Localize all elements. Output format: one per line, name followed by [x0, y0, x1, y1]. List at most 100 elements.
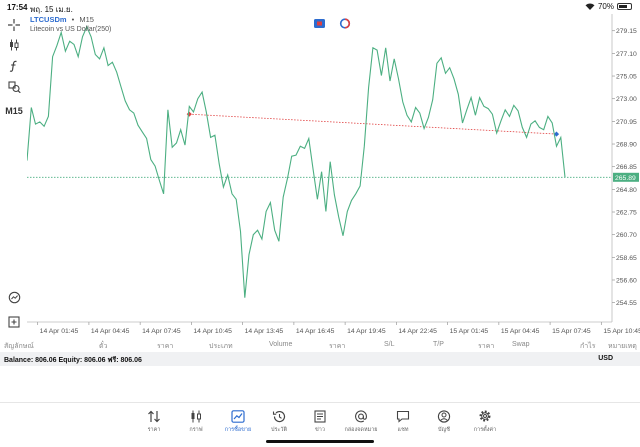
- nav-mailbox[interactable]: กล่องจดหมาย: [341, 409, 381, 434]
- x-tick-label: 15 Apr 10:45: [603, 328, 640, 335]
- chart-grid: [27, 14, 613, 323]
- y-tick-label: 279.15: [616, 28, 637, 35]
- add-icon[interactable]: [4, 313, 24, 331]
- svg-text:LTCUSDm • M15: LTCUSDm • M15: [30, 15, 94, 24]
- y-axis: 279.15 277.10 275.05 273.00 270.95 268.90 266.…: [612, 28, 637, 307]
- y-tick-label: 258.65: [616, 255, 637, 262]
- balance-currency: USD: [598, 355, 613, 362]
- status-right: 70%: [585, 2, 632, 11]
- zoom-icon[interactable]: [4, 288, 24, 306]
- current-price-bg: [613, 172, 639, 182]
- nav-label: กล่องจดหมาย: [344, 427, 378, 433]
- y-tick-label: 268.90: [616, 142, 637, 149]
- nav-chat[interactable]: แชท: [383, 409, 423, 434]
- price-chart[interactable]: 279.15 277.10 275.05 273.00 270.95 268.90 266.…: [27, 14, 640, 338]
- one-click-trade-icon[interactable]: [314, 19, 325, 28]
- y-tick-label: 254.55: [616, 300, 637, 307]
- x-tick-label: 14 Apr 22:45: [398, 328, 437, 335]
- battery-percent: 70%: [597, 2, 614, 11]
- home-indicator: [266, 440, 374, 443]
- nav-label: ประวัติ: [270, 427, 288, 433]
- quotes-icon: [134, 409, 174, 423]
- trend-line: [189, 113, 557, 135]
- y-tick-label: 256.60: [616, 277, 637, 284]
- col-type[interactable]: ประเภท: [209, 343, 233, 350]
- mailbox-icon: [341, 409, 381, 423]
- nav-label: การซื้อขาย: [224, 427, 252, 433]
- news-icon: [300, 409, 340, 423]
- x-axis: 14 Apr 01:45 14 Apr 04:45 14 Apr 07:45 14 A…: [37, 322, 640, 335]
- col-tp[interactable]: T/P: [433, 341, 444, 348]
- nav-settings[interactable]: การตั้งค่า: [465, 409, 505, 434]
- col-current-price[interactable]: ราคา: [478, 343, 495, 350]
- nav-label: แชท: [397, 427, 409, 433]
- nav-label: การตั้งค่า: [473, 427, 497, 433]
- function-icon[interactable]: [4, 57, 24, 75]
- trade-levels-icon[interactable]: [339, 18, 351, 29]
- x-tick-label: 15 Apr 07:45: [552, 328, 591, 335]
- nav-news[interactable]: ข่าว: [300, 409, 340, 434]
- wifi-icon: [585, 3, 595, 10]
- col-swap[interactable]: Swap: [512, 341, 530, 348]
- account-icon: [424, 409, 464, 423]
- y-tick-label: 273.00: [616, 96, 637, 103]
- nav-label: บัญชี: [438, 427, 450, 433]
- status-date: พฤ. 15 เม.ย.: [30, 5, 73, 14]
- series-line: [27, 25, 566, 298]
- chart-icon: [176, 409, 216, 423]
- current-price-label: 265.89: [613, 172, 639, 182]
- nav-trade[interactable]: การซื้อขาย: [218, 409, 258, 434]
- chart-separator: •: [72, 15, 75, 24]
- x-tick-label: 14 Apr 04:45: [91, 328, 130, 335]
- y-tick-label: 275.05: [616, 74, 637, 81]
- nav-account[interactable]: บัญชี: [424, 409, 464, 434]
- col-price[interactable]: ราคา: [157, 343, 174, 350]
- settings-icon: [465, 409, 505, 423]
- status-time: 17:54: [7, 3, 28, 12]
- battery-icon: [617, 3, 632, 10]
- trend-end-handle: [553, 131, 560, 137]
- col-volume[interactable]: Volume: [269, 341, 293, 348]
- y-tick-label: 264.80: [616, 187, 637, 194]
- x-tick-label: 14 Apr 16:45: [296, 328, 335, 335]
- nav-label: กราฟ: [189, 427, 203, 433]
- status-bar: 17:54 พฤ. 15 เม.ย. 70%: [0, 0, 640, 14]
- col-open-price[interactable]: ราคา: [329, 343, 346, 350]
- col-profit[interactable]: กำไร: [580, 343, 596, 350]
- chart-area[interactable]: 279.15 277.10 275.05 273.00 270.95 268.90 266.…: [27, 14, 640, 338]
- y-tick-label: 260.70: [616, 232, 637, 239]
- chart-timeframe: M15: [79, 15, 94, 24]
- bottom-nav: ราคา กราฟ การซื้อขาย ประวัติ ข่าว กล่องจ…: [0, 402, 640, 447]
- chart-symbol[interactable]: LTCUSDm: [30, 15, 67, 24]
- chart-description: Litecoin vs US Dollar(250): [30, 26, 111, 33]
- col-sl[interactable]: S/L: [384, 341, 395, 348]
- nav-quotes[interactable]: ราคา: [134, 409, 174, 434]
- left-toolbar: M15: [0, 14, 27, 332]
- x-tick-label: 14 Apr 07:45: [142, 328, 181, 335]
- nav-chart[interactable]: กราฟ: [176, 409, 216, 434]
- trade-icon: [218, 409, 258, 423]
- nav-label: ราคา: [147, 427, 161, 433]
- x-tick-label: 15 Apr 04:45: [501, 328, 540, 335]
- candles-icon[interactable]: [4, 36, 24, 54]
- y-tick-label: 270.95: [616, 119, 637, 126]
- y-tick-label: 277.10: [616, 51, 637, 58]
- balance-bar: Balance: 806.06 Equity: 806.06 ฟรี: 806.…: [0, 352, 640, 366]
- x-tick-label: 15 Apr 01:45: [450, 328, 489, 335]
- nav-history[interactable]: ประวัติ: [259, 409, 299, 434]
- x-tick-label: 14 Apr 01:45: [40, 328, 79, 335]
- x-tick-label: 14 Apr 10:45: [193, 328, 232, 335]
- trade-table-header: สัญลักษณ์ ตั๋ว ราคา ประเภท Volume ราคา S…: [0, 338, 640, 352]
- y-tick-label: 262.75: [616, 210, 637, 217]
- crosshair-icon[interactable]: [4, 16, 24, 34]
- chat-icon: [383, 409, 423, 423]
- balance-text: Balance: 806.06 Equity: 806.06 ฟรี: 806.…: [4, 357, 142, 364]
- col-symbol[interactable]: สัญลักษณ์: [4, 343, 34, 350]
- objects-icon[interactable]: [4, 78, 24, 96]
- col-ticket[interactable]: ตั๋ว: [99, 343, 108, 350]
- trend-start-handle: [186, 111, 192, 117]
- timeframe-selector[interactable]: M15: [5, 106, 23, 116]
- x-tick-label: 14 Apr 13:45: [245, 328, 284, 335]
- nav-label: ข่าว: [315, 427, 325, 433]
- col-comment[interactable]: หมายเหตุ: [608, 343, 637, 350]
